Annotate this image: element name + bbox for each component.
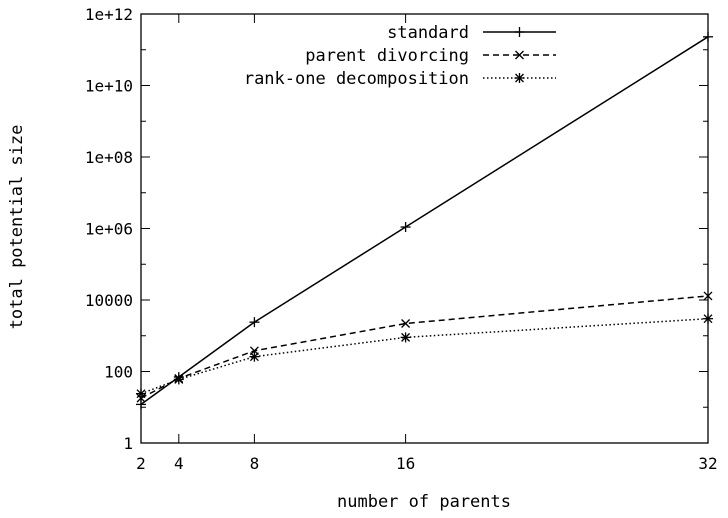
data-point-d2	[249, 352, 259, 362]
legend-marker-d2	[515, 73, 524, 83]
y-tick-label: 1e+06	[85, 220, 133, 239]
y-tick-label: 1e+10	[85, 77, 133, 96]
axes: 1 100 10000 1e+06 1e+08 1e+10 1e+12 2 4 8 16 32	[85, 5, 718, 473]
x-axis-label: number of parents	[337, 492, 511, 512]
data-point-d2	[136, 389, 146, 399]
x-tick-label: 8	[250, 454, 260, 473]
x-tick-label: 4	[174, 454, 184, 473]
legend-label: standard	[387, 23, 469, 43]
data-point-d2	[703, 291, 713, 301]
data-point-d2	[401, 332, 411, 342]
legend: standard parent divorcing rank-one decompo…	[244, 23, 556, 89]
legend-marker-d2	[515, 50, 524, 60]
y-tick-label: 10000	[85, 291, 133, 310]
x-tick-label: 2	[136, 454, 146, 473]
legend-label: rank-one decomposition	[244, 69, 469, 89]
data-point-d2	[401, 319, 411, 328]
series-parent-divorcing	[136, 291, 713, 403]
series-layer	[136, 31, 713, 410]
series-rank-one-decomposition	[136, 313, 713, 399]
series-line	[140, 295, 709, 399]
series-line	[140, 317, 709, 395]
x-tick-label: 16	[396, 454, 415, 473]
series-line	[140, 36, 709, 406]
y-tick-label: 1e+12	[85, 5, 133, 24]
legend-label: parent divorcing	[305, 46, 469, 66]
data-point-d2	[703, 314, 713, 324]
data-point-d2	[174, 374, 184, 384]
y-tick-label: 100	[104, 363, 133, 382]
y-axis-label: total potential size	[7, 125, 27, 330]
x-tick-label: 32	[698, 454, 717, 473]
series-standard	[136, 31, 713, 410]
y-tick-label: 1	[123, 434, 133, 453]
y-tick-label: 1e+08	[85, 148, 133, 167]
